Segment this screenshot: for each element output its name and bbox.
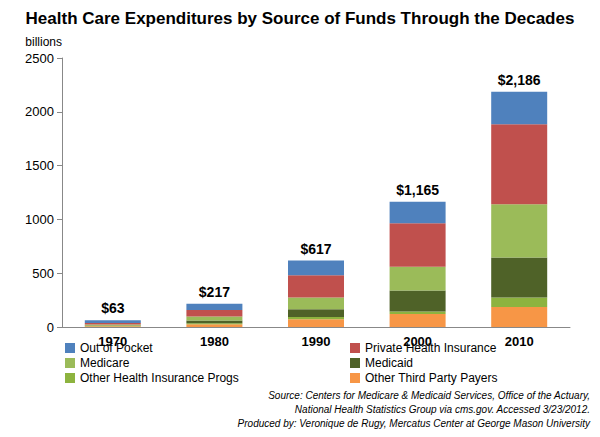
svg-text:$617: $617 — [300, 241, 331, 257]
svg-text:$2,186: $2,186 — [498, 72, 541, 88]
svg-text:$1,165: $1,165 — [396, 182, 439, 198]
svg-text:billions: billions — [25, 35, 62, 49]
svg-text:Out of Pocket: Out of Pocket — [80, 341, 153, 355]
svg-text:Health Care Expenditures by So: Health Care Expenditures by Source of Fu… — [26, 9, 575, 28]
svg-text:1980: 1980 — [200, 334, 229, 349]
svg-text:1500: 1500 — [25, 158, 54, 173]
svg-text:Private Health Insurance: Private Health Insurance — [365, 341, 497, 355]
svg-text:500: 500 — [32, 266, 54, 281]
svg-text:Medicaid: Medicaid — [365, 356, 413, 370]
svg-text:Other Third Party Payers: Other Third Party Payers — [365, 371, 498, 385]
svg-text:$63: $63 — [101, 300, 125, 316]
svg-text:Other Health Insurance Progs: Other Health Insurance Progs — [80, 371, 239, 385]
svg-text:2500: 2500 — [25, 51, 54, 66]
svg-text:2010: 2010 — [505, 334, 534, 349]
svg-text:1990: 1990 — [302, 334, 331, 349]
svg-text:Medicare: Medicare — [80, 356, 130, 370]
svg-text:1000: 1000 — [25, 212, 54, 227]
svg-text:Produced by: Veronique de Rugy: Produced by: Veronique de Rugy, Mercatus… — [238, 418, 591, 429]
svg-text:0: 0 — [47, 320, 54, 335]
svg-text:$217: $217 — [199, 284, 230, 300]
svg-text:2000: 2000 — [25, 104, 54, 119]
svg-text:National Health Statistics Gro: National Health Statistics Group via cms… — [295, 404, 590, 415]
svg-text:Source: Centers for Medicare &: Source: Centers for Medicare & Medicaid … — [268, 390, 590, 401]
